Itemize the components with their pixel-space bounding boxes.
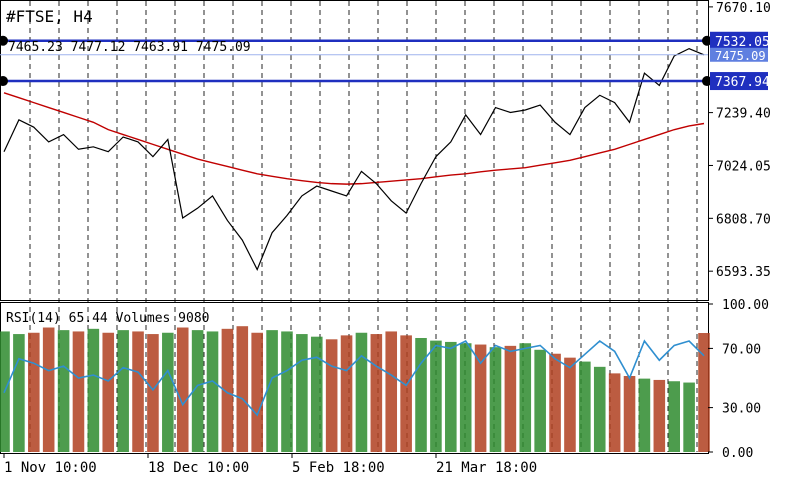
volume-bar — [27, 332, 40, 452]
volume-bar — [370, 334, 383, 452]
main-axis-tick-label: 6808.70 — [716, 212, 771, 227]
volume-bar — [251, 332, 263, 452]
volume-bar — [683, 382, 695, 452]
volume-bar — [236, 326, 249, 452]
volume-bar — [668, 381, 681, 452]
x-axis-tick-label: 18 Dec 10:00 — [148, 460, 249, 476]
volume-bar — [638, 378, 651, 452]
horizontal-line-price-tag[interactable] — [710, 72, 768, 91]
symbol-timeframe-label: #FTSE, H4 — [6, 7, 93, 26]
volume-bar — [579, 361, 591, 452]
main-axis-tick-label: 6593.35 — [716, 265, 771, 280]
volume-bar — [445, 341, 457, 452]
horizontal-line-left-handle[interactable] — [0, 76, 8, 87]
volume-bar — [415, 337, 427, 452]
sub-axis-tick-label: 100.00 — [722, 298, 769, 313]
volume-bar — [13, 334, 25, 452]
main-axis-tick-label: 7239.40 — [716, 107, 771, 122]
sub-axis-tick-label: 70.00 — [722, 342, 761, 357]
volume-bar — [191, 330, 204, 452]
volume-bar — [162, 332, 174, 452]
current-price-tag — [710, 47, 768, 62]
horizontal-line-price-label: 7532.05 — [715, 35, 770, 50]
axis-labels: 7670.10 7239.40 7024.05 6808.70 6593.35 100.0… — [3, 1, 771, 476]
volume-bar — [385, 331, 398, 452]
volume-bar — [281, 331, 293, 452]
volume-bar — [355, 332, 368, 452]
volume-bar — [340, 335, 353, 452]
volume-bar — [266, 330, 278, 452]
volume-bar — [653, 379, 666, 452]
volume-bar — [534, 349, 546, 452]
volume-bar — [42, 327, 55, 452]
volume-bar — [564, 357, 576, 452]
volume-bar — [221, 328, 234, 452]
price-line — [3, 47, 705, 271]
indicator-header-label: RSI(14) 65.44 Volumes 9080 — [6, 311, 210, 326]
rsi-line-layer — [3, 339, 705, 417]
sub-axis-tick-label: 30.00 — [722, 402, 761, 417]
volume-bar — [87, 328, 100, 452]
volume-bar — [325, 339, 338, 452]
horizontal-line-price-label: 7367.94 — [715, 75, 770, 90]
volume-bar — [549, 353, 561, 452]
main-axis-tick-label: 7024.05 — [716, 159, 771, 174]
volume-bar — [72, 331, 85, 452]
price-line-layer — [3, 47, 705, 271]
volume-bar — [504, 345, 517, 452]
main-axis-tick-label: 7670.10 — [716, 1, 771, 16]
volume-bar — [206, 331, 219, 452]
vertical-gridlines — [29, 1, 698, 452]
volume-bar — [459, 343, 472, 452]
volume-bar — [430, 340, 442, 452]
volume-bar — [519, 343, 532, 452]
horizontal-line-right-handle[interactable] — [702, 76, 712, 87]
x-axis-tick-label: 5 Feb 18:00 — [292, 460, 385, 476]
main-panel-border — [0, 0, 709, 301]
horizontal-lines[interactable]: 7532.05 7367.94 7475.09 — [0, 31, 770, 91]
ohlc-readout: 7465.23 7477.12 7463.91 7475.09 — [8, 40, 251, 55]
moving-average-line — [3, 92, 705, 185]
volume-bar — [102, 332, 115, 452]
horizontal-line-right-handle[interactable] — [702, 35, 712, 46]
volume-bar — [176, 327, 189, 452]
volume-bar — [623, 375, 636, 452]
sub-axis-tick-label: 0.00 — [722, 446, 753, 461]
volume-bars — [0, 326, 710, 452]
volume-bar — [117, 330, 129, 452]
horizontal-line-left-handle[interactable] — [0, 35, 8, 46]
volume-bar — [593, 366, 606, 452]
volume-bar — [57, 330, 70, 452]
volume-bar — [489, 347, 502, 452]
rsi-line — [3, 339, 705, 417]
volume-bar — [132, 331, 144, 452]
x-axis-tick-label: 21 Mar 18:00 — [436, 460, 537, 476]
volume-bar — [608, 373, 621, 452]
horizontal-line-price-tag[interactable] — [710, 31, 768, 50]
volume-bar — [147, 334, 159, 452]
volume-bar — [400, 335, 412, 452]
volume-bar — [698, 333, 710, 452]
volume-bar — [296, 334, 308, 452]
volume-bar — [474, 344, 487, 452]
current-price-label: 7475.09 — [715, 49, 766, 63]
x-axis-tick-label: 1 Nov 10:00 — [4, 460, 97, 476]
volume-bar — [310, 336, 323, 452]
